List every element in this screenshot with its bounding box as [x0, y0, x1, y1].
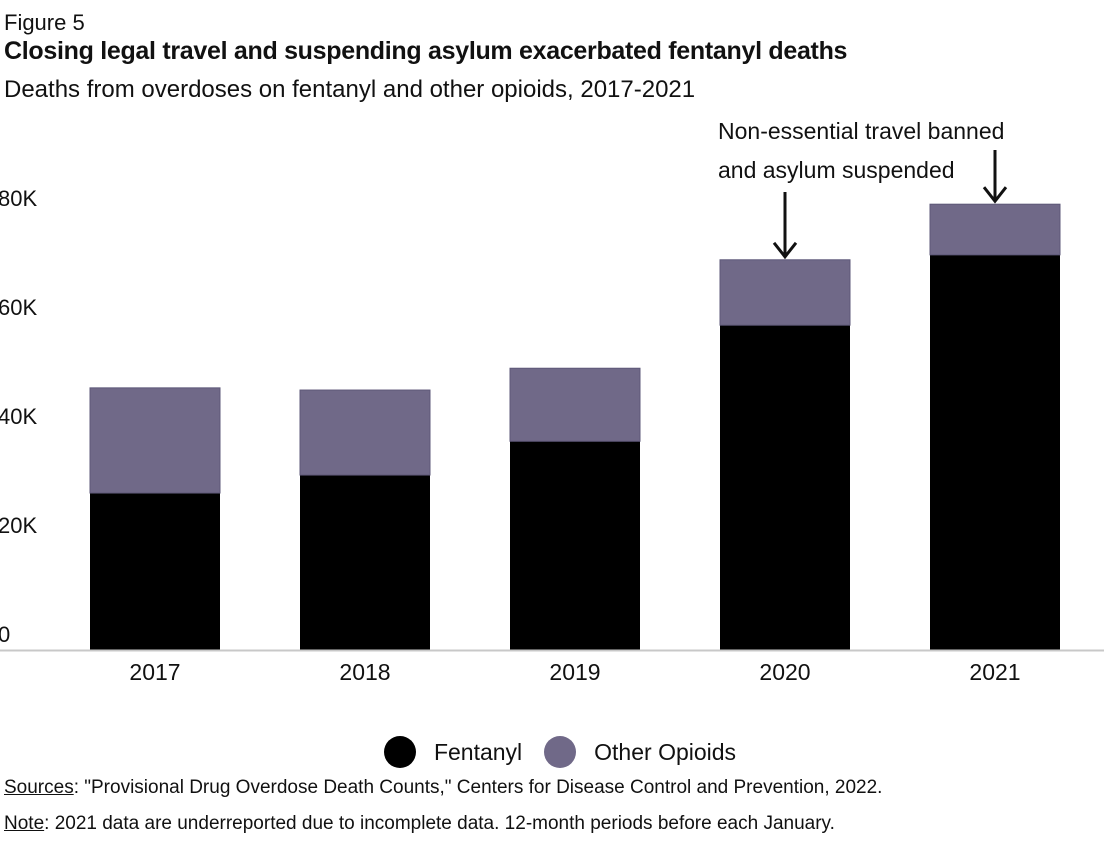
x-tick-label: 2020: [759, 659, 810, 685]
annotation-arrowhead-2021: [982, 186, 1008, 204]
legend-label-fentanyl: Fentanyl: [433, 738, 523, 765]
bar-fentanyl-2021: [930, 254, 1060, 650]
note-footnote: Note: 2021 data are underreported due to…: [4, 813, 835, 835]
sources-label: Sources: [4, 777, 74, 798]
note-text: : 2021 data are underreported due to inc…: [44, 813, 835, 834]
y-tick-label: 20K: [0, 513, 37, 538]
bar-other-opioids-2017: [89, 387, 221, 494]
bar-fentanyl-2018: [300, 475, 430, 650]
x-tick-label: 2021: [969, 659, 1020, 685]
y-tick-label: 80K: [0, 186, 37, 211]
note-label: Note: [4, 813, 45, 834]
x-tick-label: 2017: [129, 659, 180, 685]
y-tick-label: 40K: [0, 404, 37, 429]
bar-other-opioids-2019: [509, 367, 641, 442]
chart-subtitle: Deaths from overdoses on fentanyl and ot…: [4, 76, 696, 103]
bar-fentanyl-2020: [720, 325, 850, 650]
legend-swatch-other-opioids: [544, 736, 577, 768]
bar-other-opioids-2020: [719, 259, 851, 326]
bar-fentanyl-2017: [90, 493, 220, 650]
bar-other-opioids-2021: [929, 203, 1061, 256]
y-tick-label: 60K: [0, 295, 37, 320]
legend: Fentanyl Other Opioids: [0, 736, 1120, 768]
legend-label-other-opioids: Other Opioids: [594, 738, 737, 765]
annotation-text: and asylum suspended: [718, 157, 955, 183]
sources-footnote: Sources: "Provisional Drug Overdose Deat…: [4, 777, 882, 799]
annotation-text: Non-essential travel banned: [718, 118, 1004, 144]
y-tick-label: 0: [0, 622, 10, 647]
x-tick-label: 2019: [549, 659, 600, 685]
bar-other-opioids-2018: [299, 389, 431, 476]
chart-title: Closing legal travel and suspending asyl…: [4, 37, 848, 65]
annotation-arrowhead-2020: [772, 241, 798, 260]
bar-fentanyl-2019: [510, 441, 640, 650]
figure-label: Figure 5: [4, 10, 85, 35]
x-tick-label: 2018: [339, 659, 390, 685]
legend-swatch-fentanyl: [383, 736, 416, 768]
sources-text: : "Provisional Drug Overdose Death Count…: [73, 777, 883, 798]
